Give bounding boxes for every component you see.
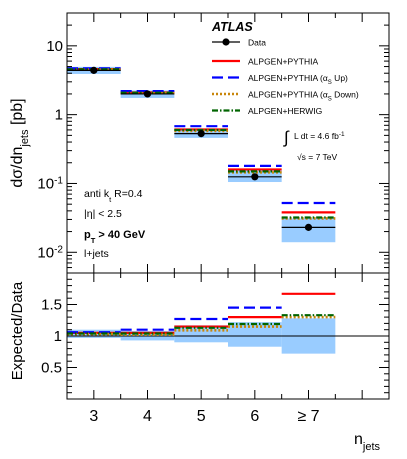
top-x-ticks [66,13,390,273]
pt-cut-suffix: > 40 GeV [95,229,146,241]
data-point [197,130,205,138]
bottom-y-axis-label: Expected/Data [9,281,26,380]
legend-data-marker [222,38,230,46]
top-y-axis-label-main: dσ/dn [9,147,26,188]
x-category-label: 3 [89,408,98,425]
legend-series-label: ALPGEN+PYTHIA (αS Up) [248,73,348,86]
selection-annotation: anti kt R=0.4 |η| < 2.5 pT > 40 GeV l+je… [84,188,146,260]
data-point [304,223,313,231]
bottom-y-ticks: 0.5 1 1.5 [41,278,389,394]
data-point [90,66,98,74]
legend-series-sub: S [328,97,332,103]
jet-algorithm-text: anti kt R=0.4 [84,188,143,204]
legend-series-label: ALPGEN+PYTHIA [248,57,318,67]
y-tick-label-base: 1 [55,107,63,124]
legend-series-name: ALPGEN+PYTHIA (α [248,73,328,83]
bottom-x-axis-label: njets [354,431,381,453]
top-y-axis-label: dσ/dnjets [pb] [9,98,31,187]
ratio-y-tick-label: 0.5 [41,360,62,377]
x-category-label: ≥ 7 [297,408,319,425]
ratio-panel: 0.5 1 1.5 3 4 5 6 ≥ 7 Expected/Data njets [9,272,390,453]
bottom-x-ticks: 3 4 5 6 ≥ 7 [66,273,390,425]
legend-data-label: Data [248,38,266,48]
y-tick-label: 10-2 [37,244,63,262]
energy-root: √s [297,152,306,162]
legend-series-suffix: Down) [332,90,359,100]
energy-value: = 7 TeV [306,152,338,162]
y-tick-label-base: 10 [46,38,63,55]
legend-series-sub: S [328,80,332,86]
y-tick-label-exponent: -1 [54,175,63,186]
pt-cut-prefix: p [84,229,91,241]
legend-series-name: ALPGEN+PYTHIA [248,57,318,67]
eta-cut-text: |η| < 2.5 [84,208,122,220]
y-tick-label-exponent: -2 [54,244,63,255]
bottom-x-axis-label-sub: jets [362,441,381,453]
y-tick-label: 1 [55,107,63,124]
legend-series-name: ALPGEN+PYTHIA (α [248,90,328,100]
jet-algorithm-b: R=0.4 [111,188,142,200]
ratio-lines-layer [67,292,336,337]
data-point [251,173,259,181]
legend-series-label: ALPGEN+PYTHIA (αS Down) [248,90,359,103]
jet-algorithm-sub: t [109,195,112,204]
legend-series-label: ALPGEN+HERWIG [248,106,322,116]
ratio-y-tick-label: 1 [54,328,62,345]
jet-algorithm-a: anti k [84,188,110,200]
ratio-y-tick-label: 1.5 [41,297,62,314]
luminosity-annotation: ∫ L dt = 4.6 fb-1 √s = 7 TeV [283,128,345,162]
lumi-integral-sign: ∫ [283,128,290,147]
bottom-x-axis-label-main: n [354,431,363,448]
y-tick-label-base: 10 [37,244,54,261]
data-point [143,90,152,98]
prediction-lines-layer [67,67,336,220]
lumi-text: L dt = 4.6 fb-1 [294,131,345,142]
pt-cut-sub: T [91,236,96,245]
legend-series-suffix: Up) [332,73,348,83]
top-y-axis-label-sub: jets [19,129,31,148]
y-tick-label: 10 [46,38,63,55]
x-category-label: 4 [143,408,152,425]
legend-title: ATLAS [211,20,253,34]
top-y-axis-label-unit: [pb] [9,98,26,129]
x-category-label: 5 [197,408,206,425]
legend: ATLAS Data ALPGEN+PYTHIA ALPGEN+PYTHIA (α… [211,20,359,116]
y-tick-label-base: 10 [37,175,54,192]
x-category-label: 6 [250,408,259,425]
lumi-exponent: -1 [339,131,345,138]
channel-text: l+jets [84,248,109,260]
legend-series-name: ALPGEN+HERWIG [248,106,322,116]
energy-text: √s = 7 TeV [297,152,338,162]
pt-cut-text: pT > 40 GeV [84,229,146,245]
y-tick-label: 10-1 [37,175,63,193]
lumi-value: L dt = 4.6 fb [294,131,339,141]
data-points-layer [67,66,336,231]
